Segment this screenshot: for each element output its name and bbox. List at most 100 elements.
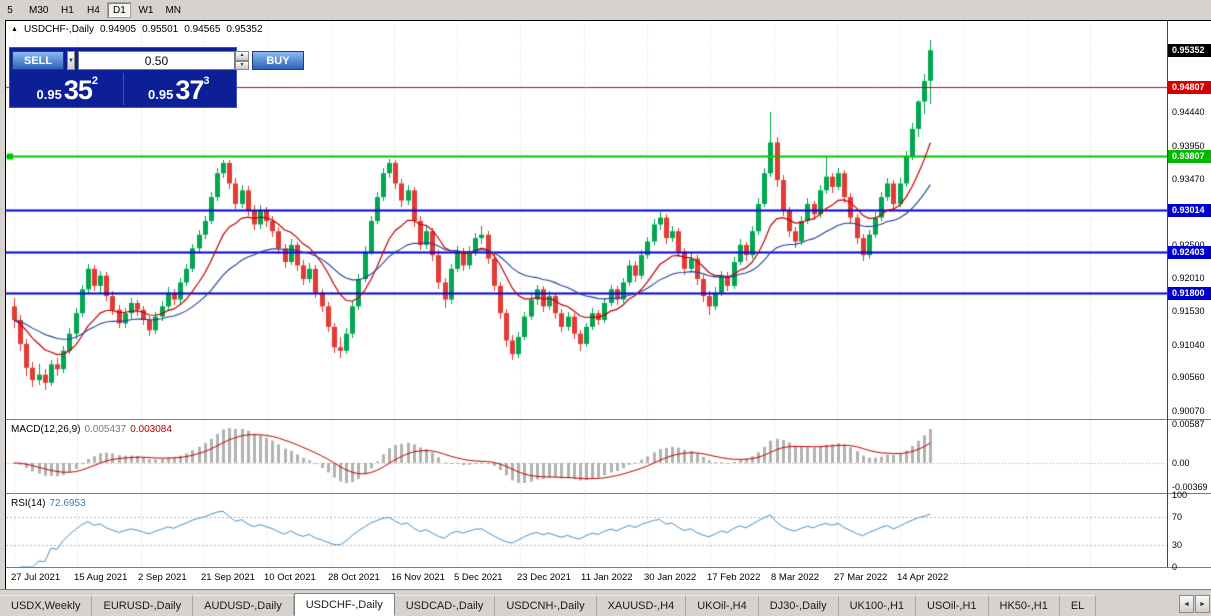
one-click-collapse-icon[interactable]: ▲ [11, 25, 18, 33]
rsi-value: 72.6953 [49, 498, 86, 509]
date-label: 27 Mar 2022 [834, 572, 888, 583]
ask-big-digits: 37 [175, 75, 204, 105]
tab-scroll-left-icon[interactable]: ◄ [1179, 595, 1194, 613]
pane-separator[interactable] [6, 493, 1211, 494]
rsi-scale-label: 0 [1172, 562, 1178, 572]
date-label: 16 Nov 2021 [391, 572, 445, 583]
buy-button[interactable]: BUY [251, 51, 304, 70]
price-badge-0.94807: 0.94807 [1168, 81, 1211, 94]
chart-tab-UKOil--H4[interactable]: UKOil-,H4 [686, 595, 759, 616]
price-badge-0.95352: 0.95352 [1168, 44, 1211, 57]
timeframe-H1[interactable]: H1 [55, 2, 80, 18]
volume-up-button[interactable]: ▲ [234, 51, 249, 61]
timeframe-5[interactable]: 5 [0, 2, 22, 18]
sell-button[interactable]: SELL [12, 51, 64, 70]
macd-signal-value: 0.003084 [130, 424, 172, 435]
chart-tab-USOil--H1[interactable]: USOil-,H1 [916, 595, 989, 616]
date-label: 2 Sep 2021 [138, 572, 187, 583]
rsi-scale-label: 100 [1172, 490, 1188, 500]
bid-pip-digit: 2 [91, 75, 98, 87]
date-label: 17 Feb 2022 [707, 572, 761, 583]
date-label: 30 Jan 2022 [644, 572, 697, 583]
ask-price-button[interactable]: 0.95 37 3 [124, 73, 235, 105]
rsi-scale-label: 70 [1172, 512, 1183, 522]
timeframe-toolbar: 5 M30 H1 H4 D1 W1 MN [0, 0, 1211, 20]
timeframe-M30[interactable]: M30 [24, 2, 54, 18]
chart-tab-USDCNH--Daily[interactable]: USDCNH-,Daily [495, 595, 597, 616]
date-label: 23 Dec 2021 [517, 572, 571, 583]
price-scale-label: 0.92010 [1172, 273, 1205, 283]
price-scale-label: 0.91530 [1172, 306, 1205, 316]
chart-tab-UK100--H1[interactable]: UK100-,H1 [838, 595, 917, 616]
pane-separator[interactable] [6, 567, 1211, 568]
price-scale[interactable]: 0.948200.944400.939500.934700.929900.925… [1168, 21, 1211, 591]
price-scale-label: 0.93950 [1172, 141, 1205, 151]
price-scale-label: 0.91040 [1172, 340, 1205, 350]
ohlc-high: 0.95501 [142, 24, 179, 35]
chart-title: ▲ USDCHF-,Daily 0.94905 0.95501 0.94565 … [11, 24, 263, 35]
date-label: 28 Oct 2021 [328, 572, 380, 583]
chart-tab-EL[interactable]: EL [1059, 595, 1097, 616]
price-scale-label: 0.90560 [1172, 372, 1205, 382]
price-badge-0.93807: 0.93807 [1168, 150, 1211, 163]
macd-name: MACD(12,26,9) [11, 424, 81, 435]
date-label: 5 Dec 2021 [454, 572, 503, 583]
macd-indicator-canvas[interactable] [6, 421, 1167, 493]
ohlc-open: 0.94905 [99, 24, 137, 35]
volume-input[interactable] [77, 51, 235, 70]
price-badge-0.92403: 0.92403 [1168, 246, 1211, 259]
ask-base-digits: 0.95 [148, 87, 174, 102]
date-label: 21 Sep 2021 [201, 572, 255, 583]
chart-tab-AUDUSD--Daily[interactable]: AUDUSD-,Daily [193, 595, 294, 616]
chart-tab-USDCHF--Daily[interactable]: USDCHF-,Daily [293, 593, 395, 616]
chart-tab-HK50--H1[interactable]: HK50-,H1 [988, 595, 1060, 616]
date-label: 11 Jan 2022 [581, 572, 633, 583]
price-scale-label: 0.93470 [1172, 174, 1205, 184]
rsi-indicator-canvas[interactable] [6, 495, 1167, 567]
date-axis[interactable]: 27 Jul 2021 15 Aug 2021 2 Sep 2021 21 Sep 2… [6, 568, 1167, 590]
ask-pip-digit: 3 [203, 75, 210, 87]
date-label: 14 Apr 2022 [897, 572, 949, 583]
timeframe-W1[interactable]: W1 [133, 2, 159, 18]
date-label: 10 Oct 2021 [264, 572, 316, 583]
ohlc-close: 0.95352 [226, 24, 263, 35]
rsi-indicator-label: RSI(14) 72.6953 [11, 498, 86, 509]
chart-tab-EURUSD--Daily[interactable]: EURUSD-,Daily [92, 595, 194, 616]
price-badge-0.93014: 0.93014 [1168, 204, 1211, 217]
timeframe-D1[interactable]: D1 [107, 2, 132, 18]
price-scale-label: 0.92500 [1172, 240, 1205, 250]
macd-scale-label: -0.00369 [1172, 482, 1208, 492]
bid-base-digits: 0.95 [36, 87, 62, 102]
volume-down-button[interactable]: ▼ [234, 60, 249, 70]
chart-tab-bar: USDX,Weekly EURUSD-,Daily AUDUSD-,Daily USD… [0, 589, 1211, 616]
price-scale-label: 0.94440 [1172, 107, 1205, 117]
date-label: 15 Aug 2021 [74, 572, 128, 583]
bid-price-button[interactable]: 0.95 35 2 [12, 73, 124, 105]
ohlc-low: 0.94565 [184, 24, 221, 35]
price-scale-divider [1167, 21, 1168, 567]
timeframe-H4[interactable]: H4 [81, 2, 106, 18]
macd-main-value: 0.005437 [84, 424, 127, 435]
chart-symbol-label: USDCHF-,Daily [23, 24, 94, 35]
timeframe-MN[interactable]: MN [160, 2, 187, 18]
volume-dropdown-button[interactable]: ▼ [67, 51, 75, 70]
macd-indicator-label: MACD(12,26,9) 0.005437 0.003084 [11, 424, 172, 435]
rsi-scale-label: 30 [1172, 540, 1183, 550]
macd-scale-label: 0.00587 [1172, 419, 1205, 429]
chart-tab-USDCAD--Daily[interactable]: USDCAD-,Daily [394, 595, 496, 616]
pane-separator[interactable] [6, 419, 1211, 420]
tab-scroll-right-icon[interactable]: ► [1195, 595, 1210, 613]
chart-tab-XAUUSD--H4[interactable]: XAUUSD-,H4 [596, 595, 687, 616]
date-label: 8 Mar 2022 [771, 572, 820, 583]
date-label: 27 Jul 2021 [11, 572, 61, 583]
price-scale-label: 0.90070 [1172, 406, 1205, 416]
macd-scale-label: 0.00 [1172, 458, 1190, 468]
rsi-name: RSI(14) [11, 498, 46, 509]
chart-window: ▲ USDCHF-,Daily 0.94905 0.95501 0.94565 … [5, 20, 1211, 592]
price-badge-0.91800: 0.91800 [1168, 287, 1211, 300]
bid-big-digits: 35 [63, 75, 93, 105]
chart-tab-DJ30--Daily[interactable]: DJ30-,Daily [758, 595, 839, 616]
tab-scroll-buttons: ◄ ► [1179, 595, 1210, 613]
chart-tab-USDX-Weekly[interactable]: USDX,Weekly [0, 595, 93, 616]
